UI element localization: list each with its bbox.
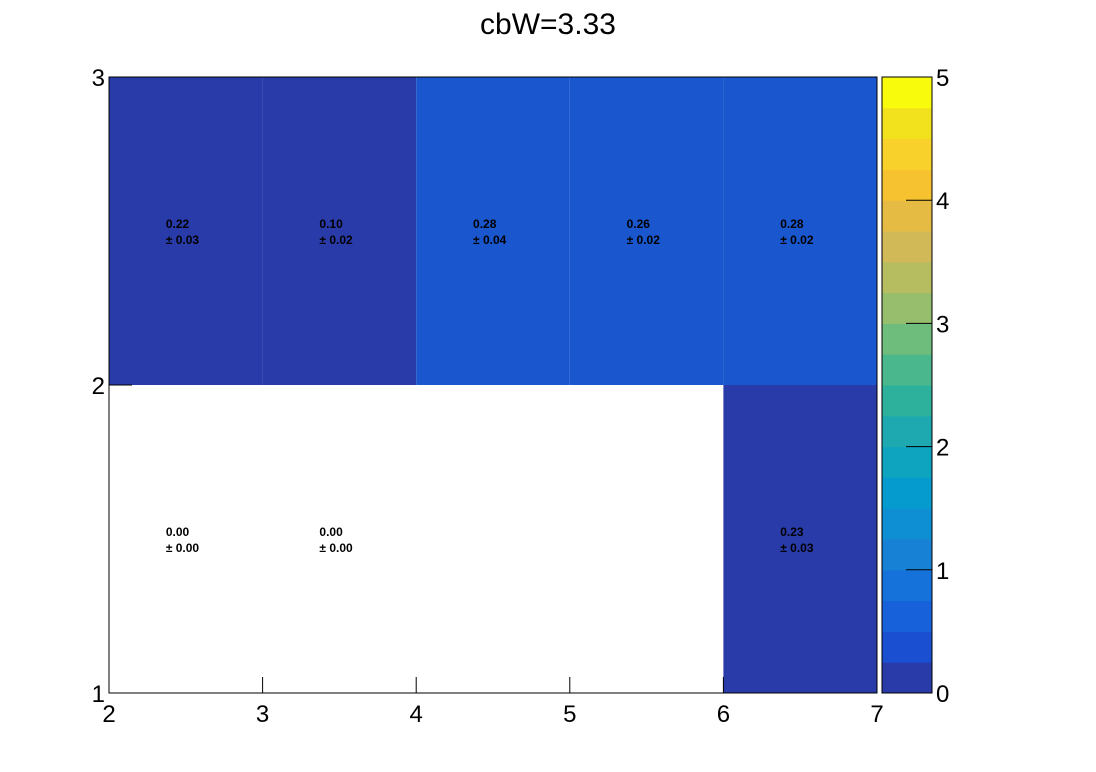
heatmap-cell bbox=[416, 77, 570, 385]
cell-value-label: 0.28 bbox=[473, 217, 497, 231]
colorbar-segment bbox=[882, 446, 932, 478]
cell-error-label: ± 0.02 bbox=[319, 233, 353, 247]
cell-value-label: 0.10 bbox=[319, 217, 343, 231]
colorbar-segment bbox=[882, 292, 932, 324]
colorbar-segment bbox=[882, 354, 932, 386]
x-tick-label: 2 bbox=[102, 701, 115, 728]
heatmap-cell bbox=[723, 77, 877, 385]
x-tick-label: 6 bbox=[717, 701, 730, 728]
colorbar-segment bbox=[882, 600, 932, 632]
colorbar-tick-label: 4 bbox=[936, 188, 949, 215]
colorbar-segment bbox=[882, 169, 932, 201]
cell-value-label: 0.00 bbox=[319, 525, 343, 539]
colorbar-segment bbox=[882, 385, 932, 417]
y-tick-label: 3 bbox=[92, 65, 105, 92]
x-tick-label: 7 bbox=[870, 701, 883, 728]
heatmap-cell bbox=[569, 77, 724, 385]
cell-error-label: ± 0.02 bbox=[780, 233, 814, 247]
heatmap-cell bbox=[262, 77, 417, 385]
colorbar-segment bbox=[882, 107, 932, 140]
y-tick-label: 1 bbox=[92, 681, 105, 708]
cell-error-label: ± 0.00 bbox=[166, 541, 200, 555]
heatmap-cell bbox=[723, 385, 877, 693]
cell-value-label: 0.23 bbox=[780, 525, 804, 539]
colorbar-segment bbox=[882, 231, 932, 263]
cell-error-label: ± 0.03 bbox=[780, 541, 814, 555]
colorbar-segment bbox=[882, 477, 932, 509]
colorbar-tick-label: 1 bbox=[936, 558, 949, 585]
colorbar-tick-label: 2 bbox=[936, 435, 949, 462]
colorbar-segment bbox=[882, 323, 932, 355]
colorbar-segment bbox=[882, 631, 932, 663]
cell-error-label: ± 0.03 bbox=[166, 233, 200, 247]
colorbar-tick-label: 0 bbox=[936, 681, 949, 708]
colorbar-segment bbox=[882, 539, 932, 571]
colorbar-segment bbox=[882, 261, 932, 294]
x-tick-label: 4 bbox=[410, 701, 423, 728]
heatmap-cell bbox=[109, 77, 263, 385]
x-tick-label: 3 bbox=[256, 701, 269, 728]
y-tick-label: 2 bbox=[92, 373, 105, 400]
cell-error-label: ± 0.00 bbox=[319, 541, 353, 555]
colorbar-segment bbox=[882, 415, 932, 448]
colorbar-segment bbox=[882, 138, 932, 170]
chart-title: cbW=3.33 bbox=[480, 8, 616, 41]
colorbar: 0 1 2 3 4 5 bbox=[881, 65, 949, 708]
colorbar-segment bbox=[882, 569, 932, 602]
colorbar-segment bbox=[882, 200, 932, 232]
cell-value-label: 0.28 bbox=[780, 217, 804, 231]
cell-value-label: 0.26 bbox=[627, 217, 651, 231]
colorbar-segment bbox=[882, 662, 932, 694]
x-tick-label: 5 bbox=[563, 701, 576, 728]
colorbar-tick-label: 5 bbox=[936, 65, 949, 92]
colorbar-segment bbox=[882, 77, 932, 109]
cells-layer: 0.22 ± 0.03 0.10 ± 0.02 0.28 ± 0.04 0.26 ± 0.02… bbox=[109, 77, 877, 693]
cell-value-label: 0.22 bbox=[166, 217, 190, 231]
cell-error-label: ± 0.02 bbox=[627, 233, 661, 247]
cell-error-label: ± 0.04 bbox=[473, 233, 507, 247]
colorbar-segment bbox=[882, 508, 932, 540]
cell-value-label: 0.00 bbox=[166, 525, 190, 539]
colorbar-tick-label: 3 bbox=[936, 311, 949, 338]
